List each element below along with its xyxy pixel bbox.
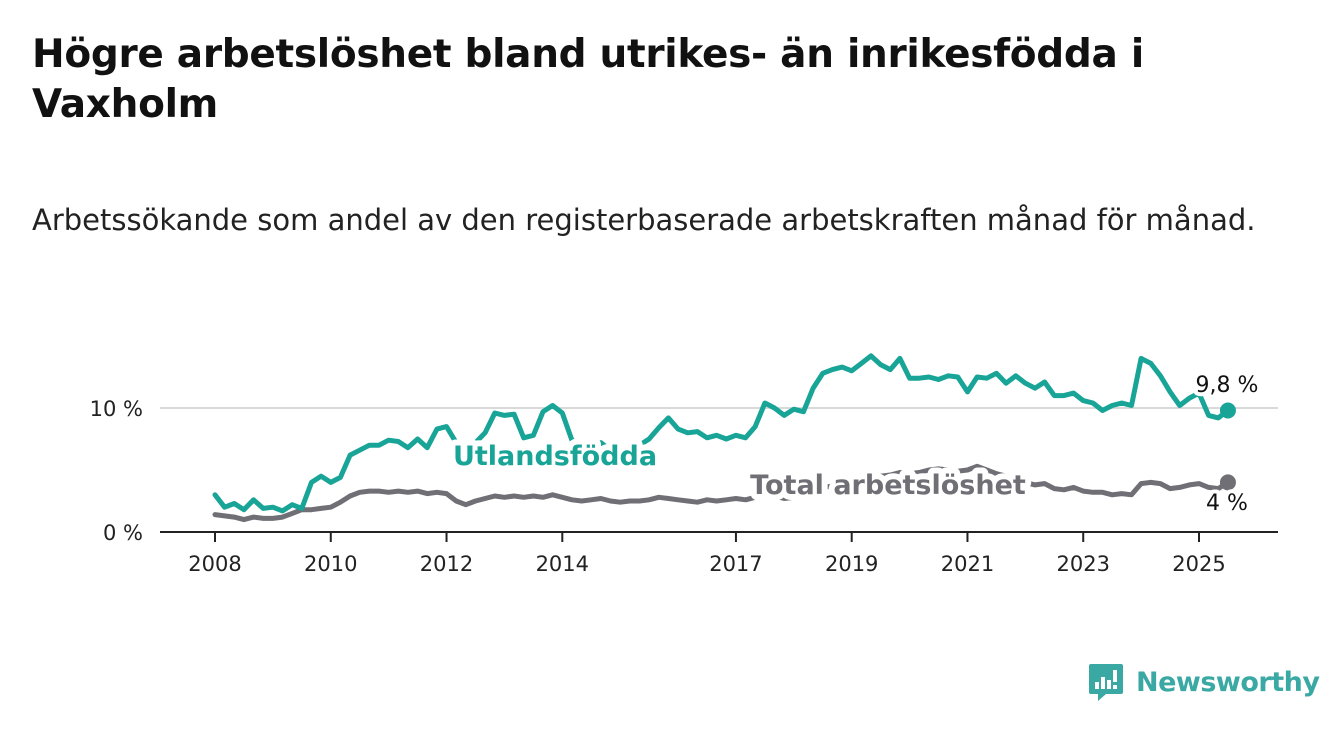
- series-line-utlandsfodda: [212, 353, 1231, 514]
- x-tick-label: 2010: [304, 552, 357, 576]
- x-tick-label: 2017: [709, 552, 762, 576]
- y-tick-label: 0 %: [103, 521, 143, 545]
- series-label-total: Total arbetslöshet: [750, 470, 1026, 501]
- x-tick-label: 2025: [1172, 552, 1225, 576]
- x-tick-label: 2014: [536, 552, 589, 576]
- x-tick-label: 2023: [1057, 552, 1110, 576]
- series-label-utlandsfodda: Utlandsfödda: [453, 441, 657, 472]
- end-label-utlandsfodda: 9,8 %: [1196, 373, 1259, 398]
- x-tick-label: 2008: [188, 552, 241, 576]
- brand-name: Newsworthy: [1136, 666, 1320, 698]
- series-lines: [212, 353, 1236, 523]
- series-label-total-halo: Total arbetslöshet: [750, 470, 1026, 501]
- chart-subtitle: Arbetssökande som andel av den registerb…: [32, 203, 1256, 237]
- end-label-total-halo: 4 %: [1206, 491, 1248, 516]
- x-tick-label: 2019: [825, 552, 878, 576]
- chart-title: Högre arbetslöshet bland utrikes- än inr…: [32, 32, 1144, 127]
- x-axis: 0 % 10 % 2008 2010 2012 2014 2017 2019 2021 2023 2…: [90, 397, 1278, 576]
- x-tick-label: 2021: [941, 552, 994, 576]
- y-tick-label: 10 %: [90, 397, 143, 421]
- newsworthy-logo-icon: [1089, 664, 1123, 701]
- brand-logo: Newsworthy: [1088, 660, 1320, 704]
- end-label-total: 4 %: [1206, 491, 1248, 516]
- x-tick-label: 2012: [420, 552, 473, 576]
- series-line-total: [212, 463, 1231, 523]
- series-label-utlandsfodda-halo: Utlandsfödda: [453, 441, 657, 472]
- series-line-total-end-dot: [1219, 474, 1236, 491]
- end-label-utlandsfodda-halo: 9,8 %: [1196, 373, 1259, 398]
- series-line-utlandsfodda-end-dot: [1219, 402, 1236, 419]
